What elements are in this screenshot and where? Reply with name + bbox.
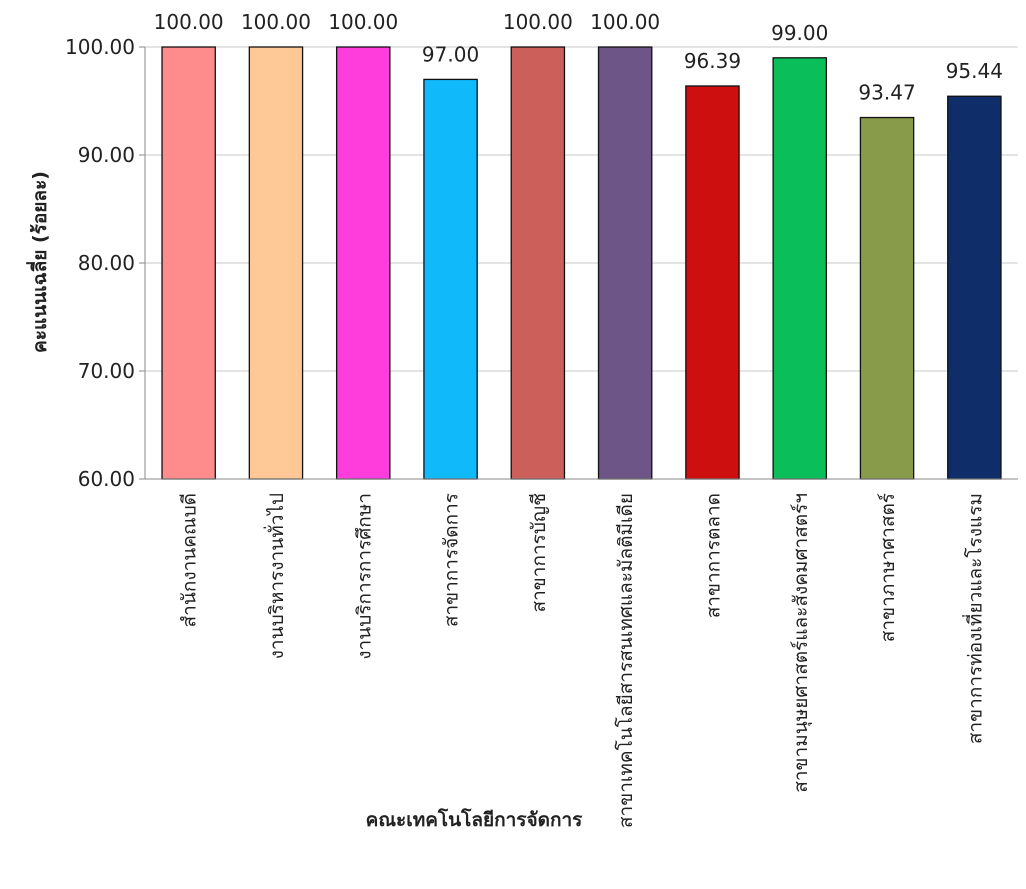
y-tick-label: 70.00 [78,359,135,383]
y-axis-title: คะแนนเฉลี่ย (ร้อยละ) [26,171,51,353]
data-label: 95.44 [946,59,1003,83]
bar [859,116,915,480]
axis-layer: 60.00 70.00 80.00 90.00 100.00 [65,35,1018,491]
x-tick-label: สาขาการจัดการ [441,493,463,627]
bar [597,46,653,480]
y-tick-label: 90.00 [78,143,135,167]
x-tick-label: สาขาการบัญชี [528,493,550,613]
x-tick-label: สาขาเทคโนโลยีสารสนเทศและมัลติมีเดีย [614,493,637,828]
x-tick-label: สาขาการตลาด [702,493,724,618]
bar [685,85,740,480]
bar [423,78,478,480]
data-label: 99.00 [771,21,828,45]
x-tick-label: งานบริการการศึกษา [353,493,375,660]
x-axis-title: คณะเทคโนโลยีการจัดการ [366,808,583,831]
data-label: 97.00 [422,42,479,66]
bar [248,46,304,480]
y-tick-label: 80.00 [78,251,135,275]
bar [335,46,391,480]
data-label: 100.00 [241,10,311,34]
data-label: 100.00 [328,10,398,34]
data-label: 100.00 [590,10,660,34]
data-label: 96.39 [684,49,741,73]
x-tick-label: สาขาการท่องเที่ยวและโรงแรม [961,493,986,744]
data-label: 93.47 [858,81,915,105]
x-tick-label: สาขาภาษาศาสตร์ [877,493,899,642]
x-tick-label: สาขามนุษยศาสตร์และสังคมศาสตร์ฯ [790,493,813,793]
bar [947,95,1002,480]
bar [772,57,828,480]
y-tick-label: 100.00 [65,35,135,59]
y-tick-label: 60.00 [78,467,135,491]
x-tick-label: งานบริหารงานทั่วไป [263,493,288,659]
bar [510,46,566,480]
bar [161,46,216,480]
label-layer: 100.00 สำนักงานคณบดี 100.00 งานบริหารงานทั่… [154,10,1003,828]
data-label: 100.00 [154,10,224,34]
x-tick-label: สำนักงานคณบดี [179,493,201,627]
data-label: 100.00 [503,10,573,34]
